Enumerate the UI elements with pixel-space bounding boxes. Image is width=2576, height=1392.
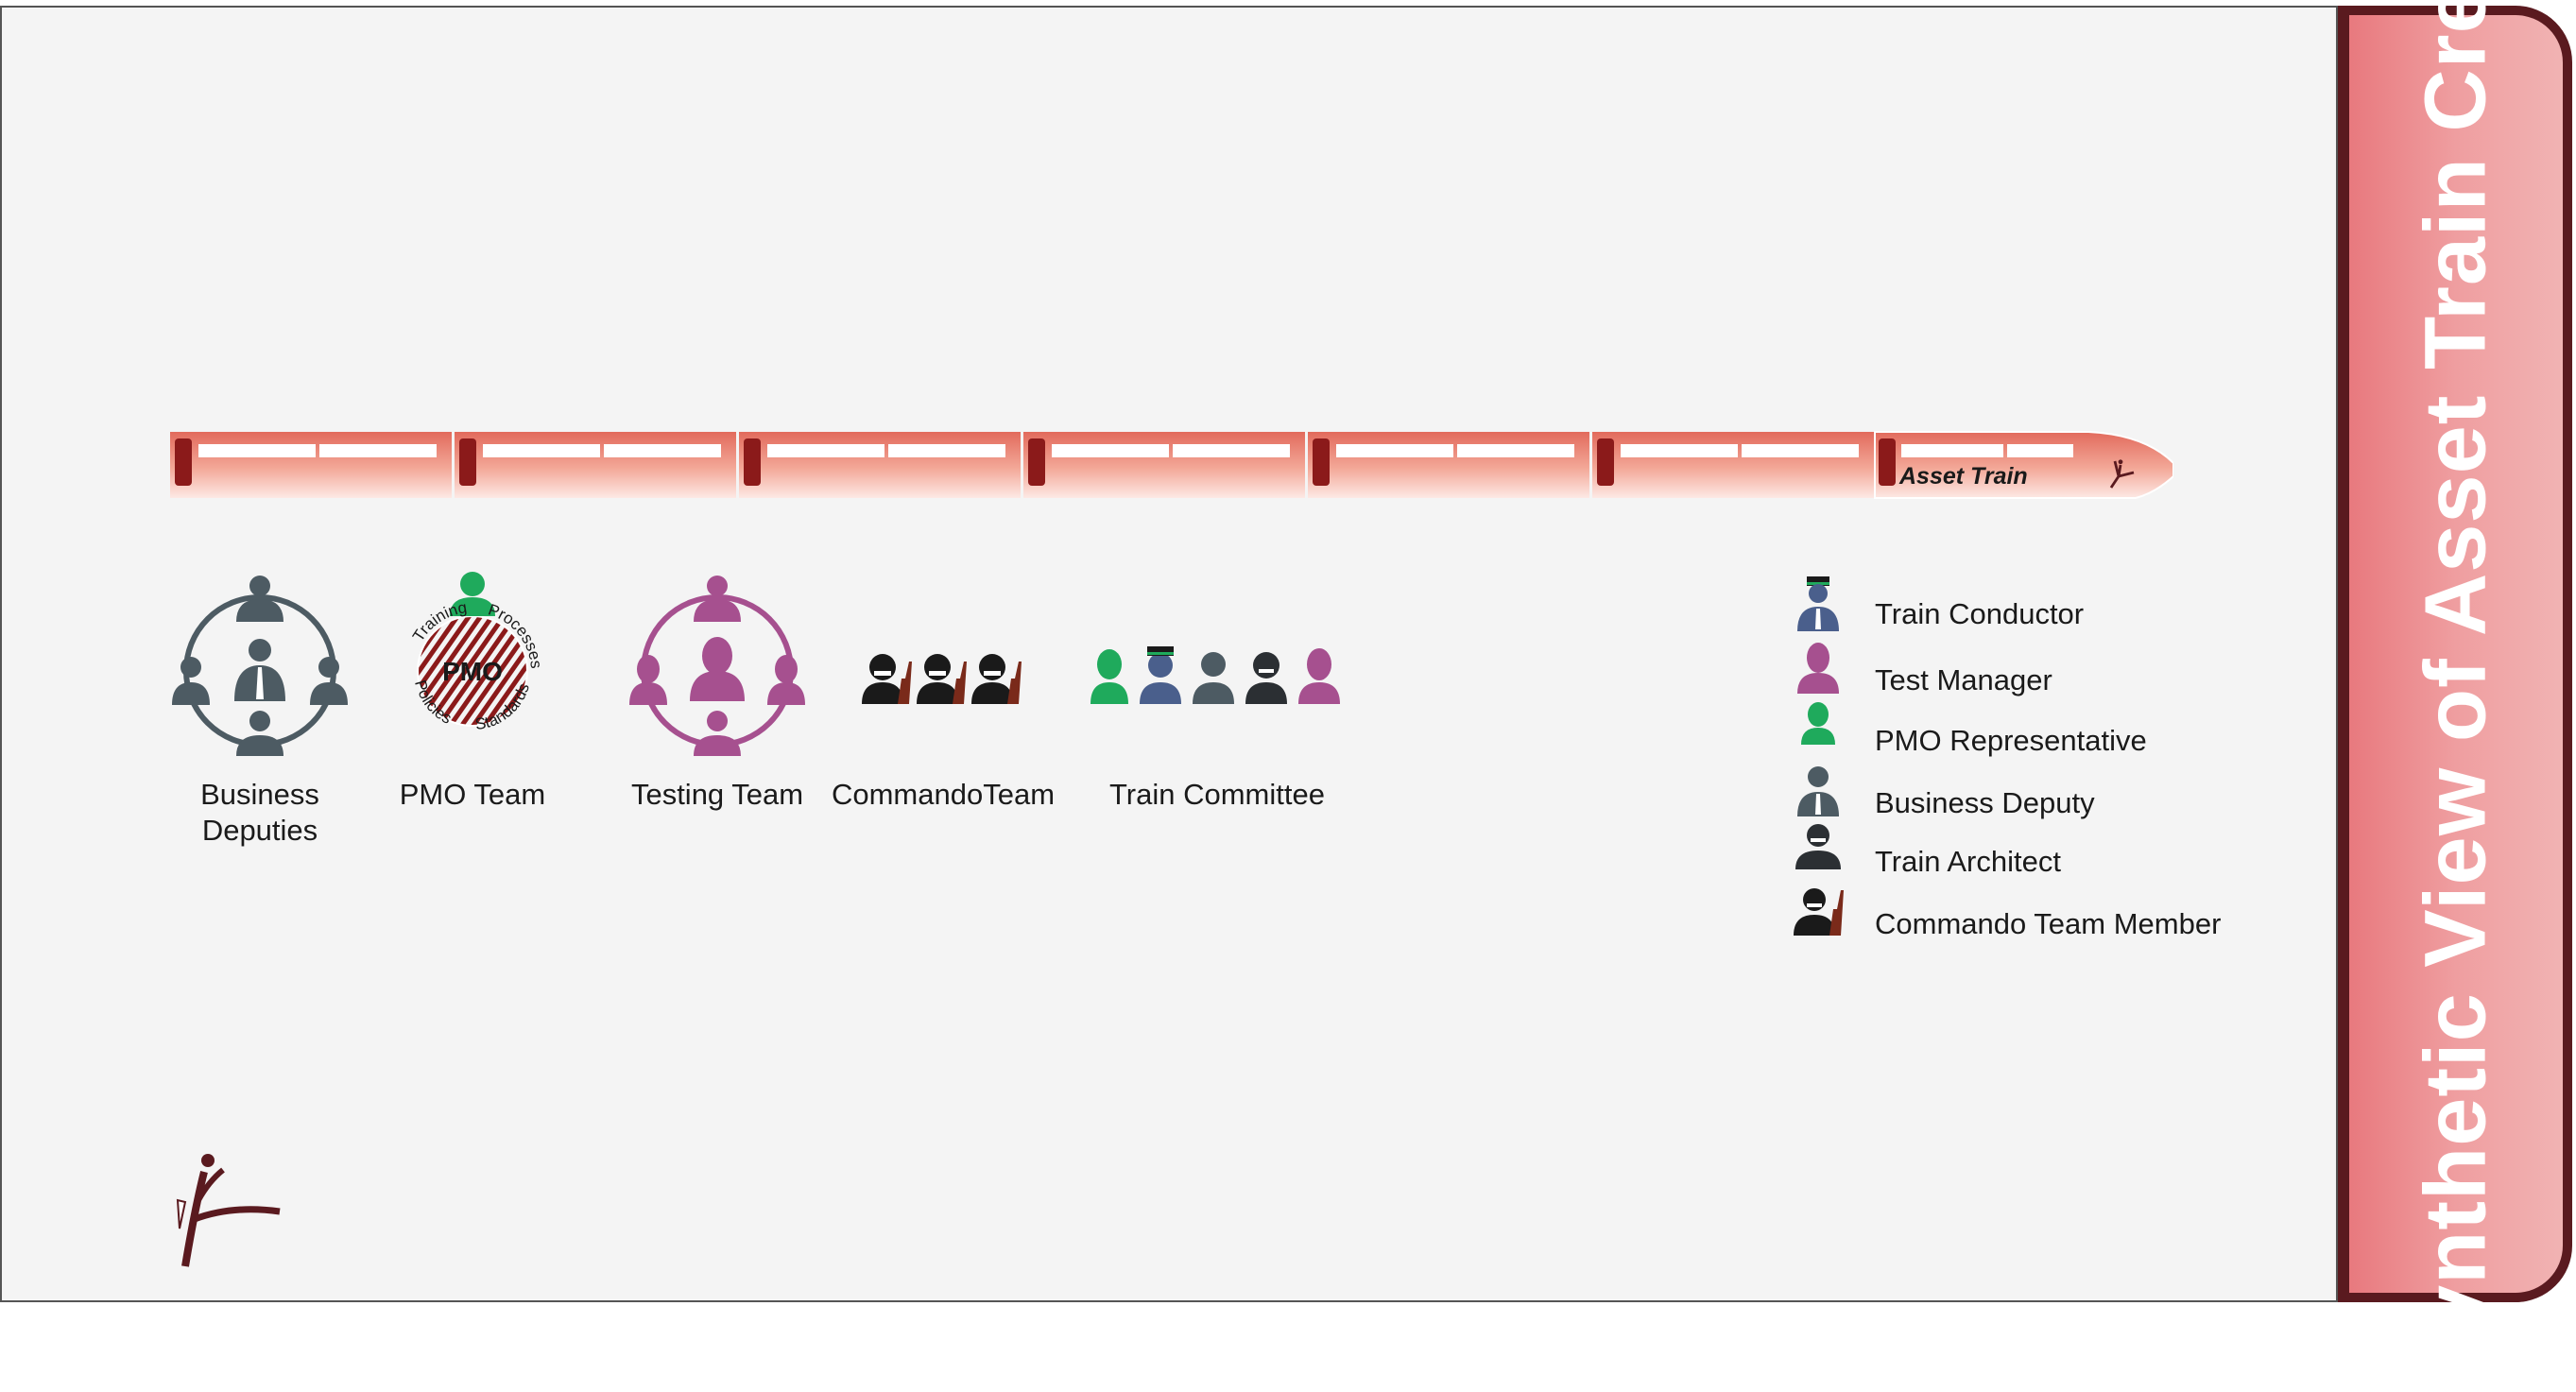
train-door	[175, 438, 192, 486]
commando-team-icon	[862, 654, 1022, 704]
engine-window	[1901, 444, 2003, 457]
pmo-team-icon: PMO Training Processes Standards Policie…	[409, 572, 545, 733]
logo-icon	[2109, 459, 2135, 489]
train-conductor-icon	[1797, 576, 1839, 631]
train-car	[739, 432, 1021, 498]
train-door	[459, 438, 476, 486]
group-label-line: Business	[200, 778, 319, 811]
train-car	[170, 432, 452, 498]
pmo-representative-icon	[1801, 702, 1835, 745]
train-window	[1173, 444, 1290, 457]
train-door	[744, 438, 761, 486]
train-window	[1052, 444, 1169, 457]
legend-item-train-conductor: Train Conductor	[1792, 573, 2217, 631]
legend-item-test-manager: Test Manager	[1792, 639, 2217, 697]
group-commando-team: CommandoTeam	[832, 567, 1055, 811]
commando-team-member-icon	[1794, 888, 1844, 936]
asset-train: Asset Train	[170, 427, 2174, 512]
group-train-committee: Train Committee	[1087, 567, 1351, 811]
train-label: Asset Train	[1898, 463, 2028, 490]
legend-item-commando-team-member: Commando Team Member	[1792, 883, 2221, 941]
train-door	[1313, 438, 1330, 486]
train-window	[767, 444, 884, 457]
train-window	[319, 444, 437, 457]
legend-item-pmo-representative: PMO Representative	[1792, 699, 2217, 758]
legend-label: PMO Representative	[1875, 724, 2147, 757]
engine-door	[1879, 438, 1896, 486]
company-logo	[166, 1153, 289, 1280]
group-label-line: Deputies	[201, 814, 318, 847]
test-manager-icon	[1797, 643, 1839, 694]
legend-label: Business Deputy	[1875, 786, 2095, 819]
legend-label: Commando Team Member	[1875, 907, 2222, 940]
train-window	[1621, 444, 1738, 457]
train-architect-icon	[1795, 824, 1841, 869]
testing-team-icon	[629, 576, 805, 756]
logo-icon	[176, 1154, 281, 1267]
train-window	[604, 444, 721, 457]
title-panel: Synthetic View of Asset Train Crew	[2338, 0, 2572, 1392]
train-car	[455, 432, 736, 498]
train-window	[483, 444, 600, 457]
train-window	[1336, 444, 1453, 457]
legend-item-train-architect: Train Architect	[1792, 820, 2217, 879]
business-deputies-icon	[172, 576, 348, 756]
train-car	[1023, 432, 1305, 498]
train-committee-icon	[1091, 646, 1340, 704]
panel-title: Synthetic View of Asset Train Crew	[2407, 0, 2504, 1392]
train-window	[198, 444, 316, 457]
pmo-representative-icon	[450, 572, 495, 616]
group-label-line: Train Committee	[1109, 778, 1325, 811]
train-car	[1592, 432, 1874, 498]
train-graphic: Asset Train	[170, 431, 2174, 499]
train-car	[1308, 432, 1589, 498]
pmo-badge: PMO	[442, 657, 503, 686]
legend-label: Train Conductor	[1875, 597, 2085, 630]
group-business-deputies: Business Deputies	[170, 567, 350, 847]
business-deputy-icon	[1797, 766, 1839, 816]
group-testing-team: Testing Team	[627, 567, 807, 811]
legend-label: Test Manager	[1875, 663, 2052, 696]
group-label-line: Testing Team	[630, 778, 804, 811]
engine-window	[2007, 444, 2073, 457]
team-groups: Business Deputies PMO Training Pr	[161, 567, 1389, 869]
legend-label: Train Architect	[1875, 845, 2061, 878]
group-label-line: PMO Team	[399, 778, 546, 811]
train-window	[1742, 444, 1859, 457]
train-door	[1028, 438, 1045, 486]
group-label-line: CommandoTeam	[831, 778, 1056, 811]
group-pmo-team: PMO Training Processes Standards Policie…	[397, 567, 548, 811]
train-door	[1597, 438, 1614, 486]
train-window	[1457, 444, 1574, 457]
legend-item-business-deputy: Business Deputy	[1792, 762, 2217, 820]
train-window	[888, 444, 1005, 457]
